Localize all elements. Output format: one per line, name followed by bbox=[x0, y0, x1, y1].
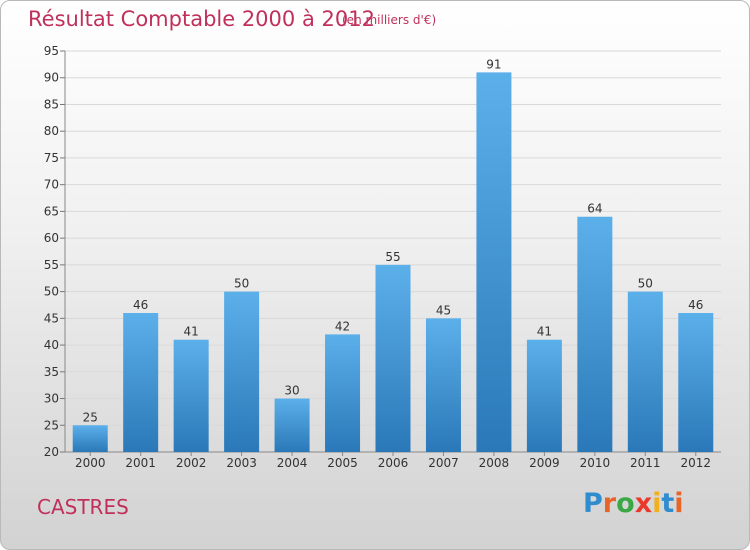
bar bbox=[274, 398, 310, 452]
y-tick-label: 50 bbox=[44, 285, 59, 299]
logo-letter: i bbox=[652, 488, 662, 519]
bar bbox=[526, 339, 562, 452]
y-tick-label: 20 bbox=[44, 445, 59, 459]
bar-value-label: 41 bbox=[537, 325, 552, 339]
bar bbox=[577, 216, 613, 452]
y-tick-label: 45 bbox=[44, 311, 59, 325]
place-name: CASTRES bbox=[37, 495, 129, 519]
x-tick-label: 2006 bbox=[378, 456, 409, 470]
bar-value-label: 25 bbox=[83, 410, 98, 424]
x-tick-label: 2000 bbox=[75, 456, 106, 470]
x-tick-label: 2008 bbox=[479, 456, 510, 470]
bar bbox=[123, 312, 159, 452]
y-tick-label: 65 bbox=[44, 204, 59, 218]
bar-value-label: 50 bbox=[638, 277, 653, 291]
bar bbox=[476, 72, 512, 453]
chart-title: Résultat Comptable 2000 à 2012 bbox=[28, 7, 375, 31]
x-tick-label: 2011 bbox=[630, 456, 661, 470]
y-tick-label: 90 bbox=[44, 71, 59, 85]
bar-value-label: 42 bbox=[335, 319, 350, 333]
x-tick-label: 2003 bbox=[226, 456, 257, 470]
x-tick-label: 2005 bbox=[327, 456, 358, 470]
x-tick-label: 2002 bbox=[176, 456, 207, 470]
bar bbox=[678, 312, 714, 452]
x-tick-label: 2001 bbox=[125, 456, 156, 470]
logo-letter: x bbox=[634, 488, 653, 519]
x-tick-label: 2010 bbox=[580, 456, 611, 470]
x-tick-label: 2012 bbox=[680, 456, 711, 470]
bar bbox=[627, 291, 663, 452]
y-tick-label: 60 bbox=[44, 231, 59, 245]
bar bbox=[72, 425, 108, 452]
bar-value-label: 50 bbox=[234, 277, 249, 291]
bar bbox=[224, 291, 260, 452]
y-tick-label: 85 bbox=[44, 97, 59, 111]
y-tick-label: 40 bbox=[44, 338, 59, 352]
x-tick-label: 2004 bbox=[277, 456, 308, 470]
y-tick-label: 95 bbox=[44, 44, 59, 58]
proxiti-logo: Proxiti bbox=[583, 488, 684, 519]
bar-value-label: 46 bbox=[688, 298, 703, 312]
bar-value-label: 91 bbox=[486, 57, 501, 71]
logo-letter: i bbox=[674, 488, 684, 519]
y-tick-label: 25 bbox=[44, 418, 59, 432]
logo-letter: r bbox=[602, 488, 617, 519]
bar-value-label: 45 bbox=[436, 303, 451, 317]
x-tick-label: 2007 bbox=[428, 456, 459, 470]
chart-subtitle: (en milliers d'€) bbox=[342, 13, 437, 27]
bars: 25 46 41 50 30 42 55 45 91 41 64 50 46 bbox=[72, 57, 714, 453]
bar bbox=[425, 318, 461, 452]
y-tick-label: 35 bbox=[44, 365, 59, 379]
bar bbox=[375, 264, 411, 452]
bar bbox=[325, 334, 361, 452]
y-tick-label: 75 bbox=[44, 151, 59, 165]
logo-letter: o bbox=[616, 488, 635, 519]
bar-value-label: 30 bbox=[284, 384, 299, 398]
bar bbox=[173, 339, 209, 452]
y-tick-label: 70 bbox=[44, 178, 59, 192]
x-tick-label: 2009 bbox=[529, 456, 560, 470]
bar-value-label: 41 bbox=[184, 325, 199, 339]
bar-value-label: 55 bbox=[385, 250, 400, 264]
logo-letter: t bbox=[661, 488, 675, 519]
y-tick-label: 30 bbox=[44, 392, 59, 406]
y-tick-label: 80 bbox=[44, 124, 59, 138]
bar-value-label: 46 bbox=[133, 298, 148, 312]
y-tick-label: 55 bbox=[44, 258, 59, 272]
bar-value-label: 64 bbox=[587, 202, 602, 216]
x-axis: 2000 2001 2002 2003 2004 2005 2006 2007 2008 2009… bbox=[75, 452, 711, 470]
logo-letter: P bbox=[583, 488, 603, 519]
